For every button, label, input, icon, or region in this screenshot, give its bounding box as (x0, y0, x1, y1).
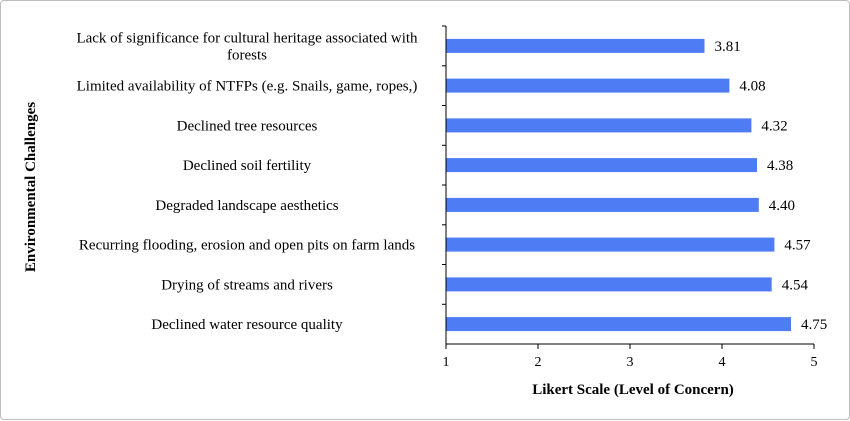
value-label-5: 4.40 (769, 198, 795, 214)
value-label-7: 4.54 (782, 277, 809, 293)
x-tick-label-5: 5 (811, 355, 818, 370)
y-axis-title: Environmental Challenges (23, 102, 39, 272)
category-label-line: Drying of streams and rivers (161, 277, 333, 293)
category-label-2: Limited availability of NTFPs (e.g. Snai… (77, 79, 418, 95)
x-axis-title: Likert Scale (Level of Concern) (532, 382, 734, 398)
value-label-1: 3.81 (715, 39, 741, 55)
x-tick-label-1: 1 (443, 355, 450, 370)
bars-layer (446, 38, 791, 332)
category-label-4: Declined soil fertility (183, 158, 312, 174)
bar-5 (446, 197, 759, 212)
bar-6 (446, 237, 775, 252)
bar-4 (446, 158, 757, 173)
category-label-line: Degraded landscape aesthetics (155, 198, 338, 214)
category-label-line: Declined water resource quality (151, 317, 343, 333)
value-label-6: 4.57 (784, 238, 811, 254)
x-tick-label-2: 2 (535, 355, 542, 370)
category-label-line: Recurring flooding, erosion and open pit… (79, 238, 415, 254)
x-axis-ticks: 1 2 3 4 5 (442, 25, 818, 370)
value-labels: 3.81 4.08 4.32 4.38 4.40 4.57 4.54 4.75 (715, 39, 828, 333)
value-label-3: 4.32 (761, 118, 787, 134)
value-label-8: 4.75 (801, 317, 827, 333)
x-tick-label-4: 4 (719, 355, 726, 370)
value-label-4: 4.38 (767, 158, 793, 174)
category-label-line: Declined tree resources (177, 118, 318, 134)
category-label-3: Declined tree resources (177, 118, 318, 134)
category-label-7: Drying of streams and rivers (161, 277, 333, 293)
category-labels: Lack of significance for cultural herita… (76, 30, 418, 333)
bar-2 (446, 78, 730, 93)
category-label-5: Degraded landscape aesthetics (155, 198, 338, 214)
bar-8 (446, 317, 791, 332)
category-label-line: forests (227, 47, 267, 63)
category-label-6: Recurring flooding, erosion and open pit… (79, 238, 415, 254)
category-label-line: Declined soil fertility (183, 158, 312, 174)
category-label-line: Lack of significance for cultural herita… (76, 30, 418, 46)
bar-7 (446, 277, 772, 292)
category-label-1: Lack of significance for cultural herita… (76, 30, 418, 63)
value-label-2: 4.08 (739, 79, 765, 95)
category-label-line: Limited availability of NTFPs (e.g. Snai… (77, 79, 418, 95)
bar-1 (446, 38, 705, 53)
category-label-8: Declined water resource quality (151, 317, 343, 333)
bar-3 (446, 118, 752, 133)
x-tick-label-3: 3 (627, 355, 634, 370)
